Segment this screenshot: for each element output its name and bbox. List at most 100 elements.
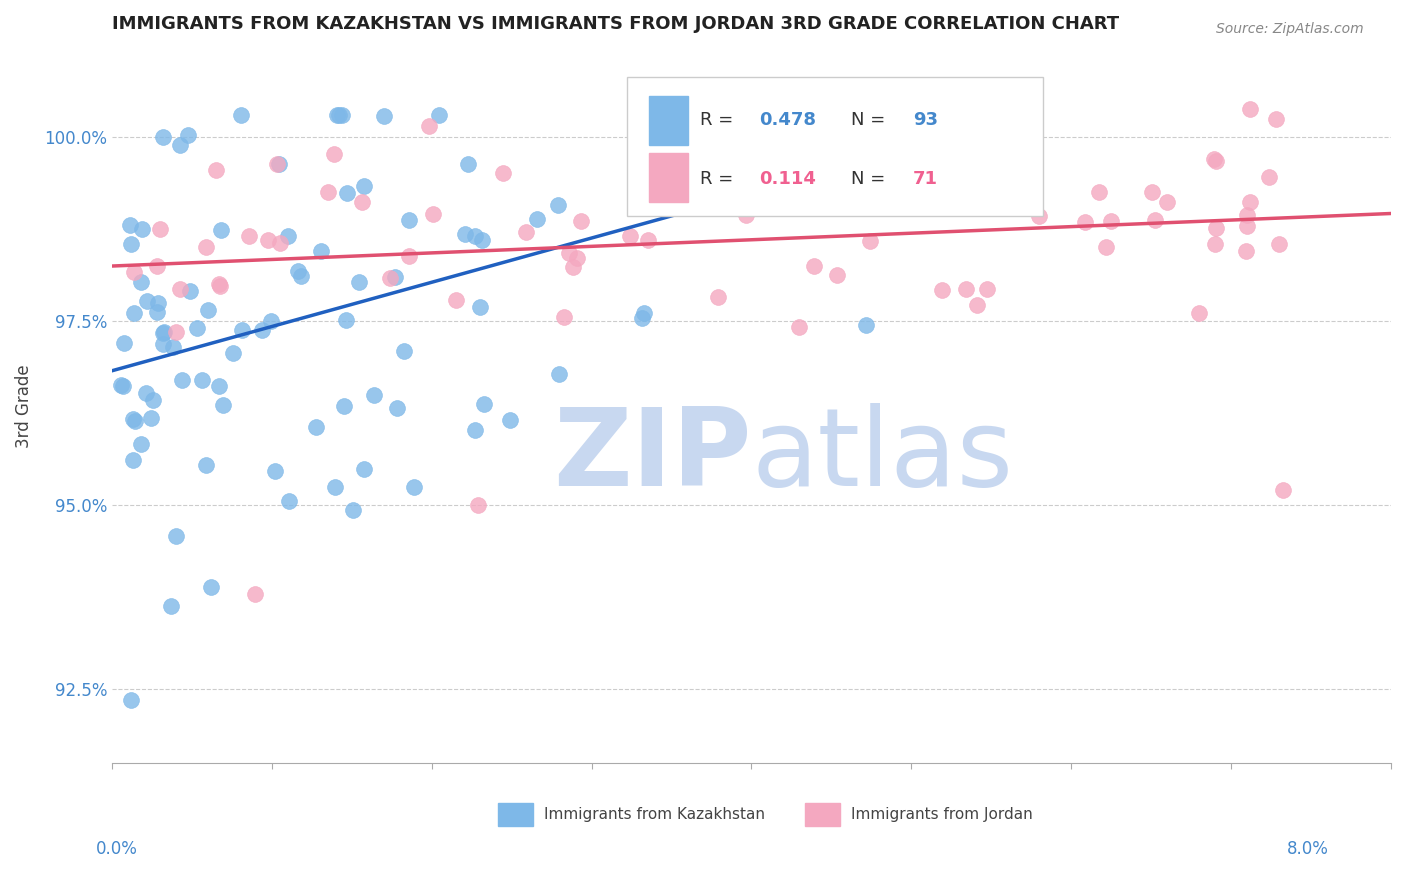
Point <box>245 586 267 600</box>
Point <box>124 306 146 320</box>
Point <box>208 277 231 292</box>
Y-axis label: 3rd Grade: 3rd Grade <box>15 364 32 448</box>
Point <box>803 259 825 273</box>
Text: R =: R = <box>700 169 740 187</box>
Point <box>966 298 988 312</box>
Point <box>845 128 868 143</box>
Point <box>186 321 208 335</box>
Point <box>1095 240 1118 254</box>
Point <box>1239 194 1261 209</box>
Point <box>165 325 187 339</box>
Point <box>1239 102 1261 116</box>
Point <box>191 373 214 387</box>
Point <box>195 240 218 254</box>
Point <box>1268 236 1291 251</box>
Point <box>547 198 569 212</box>
Point <box>1264 112 1286 127</box>
Point <box>689 114 711 128</box>
Text: R =: R = <box>700 111 740 129</box>
Point <box>786 108 808 122</box>
Point <box>112 379 135 393</box>
Point <box>472 397 495 411</box>
Text: IMMIGRANTS FROM KAZAKHSTAN VS IMMIGRANTS FROM JORDAN 3RD GRADE CORRELATION CHART: IMMIGRANTS FROM KAZAKHSTAN VS IMMIGRANTS… <box>112 15 1119 33</box>
Point <box>454 227 477 241</box>
Point <box>648 139 671 153</box>
Point <box>1257 170 1279 185</box>
Point <box>146 259 169 273</box>
Point <box>146 295 169 310</box>
Point <box>200 580 222 594</box>
Point <box>160 599 183 614</box>
Point <box>120 693 142 707</box>
Point <box>380 271 402 285</box>
Point <box>169 137 191 152</box>
Point <box>278 493 301 508</box>
Point <box>630 311 652 326</box>
Point <box>557 245 579 260</box>
Point <box>1234 244 1257 258</box>
Point <box>1272 483 1295 498</box>
Point <box>323 147 346 161</box>
Point <box>827 268 849 283</box>
Point <box>457 157 479 171</box>
Text: 0.0%: 0.0% <box>96 840 138 858</box>
Point <box>1236 219 1258 234</box>
Text: 71: 71 <box>912 169 938 187</box>
Point <box>135 294 157 309</box>
Point <box>118 218 141 232</box>
Point <box>152 130 174 145</box>
Point <box>633 306 655 320</box>
Text: Source: ZipAtlas.com: Source: ZipAtlas.com <box>1216 22 1364 37</box>
Point <box>1140 186 1163 200</box>
Point <box>342 503 364 517</box>
FancyBboxPatch shape <box>627 77 1043 217</box>
Text: N =: N = <box>851 111 891 129</box>
Point <box>318 185 340 199</box>
Point <box>260 314 283 328</box>
Point <box>152 337 174 351</box>
Point <box>166 528 188 542</box>
Point <box>418 119 440 133</box>
Point <box>326 108 349 122</box>
Point <box>1236 208 1258 222</box>
Bar <box>650 153 688 202</box>
Point <box>792 108 814 122</box>
Point <box>787 320 810 334</box>
Point <box>422 207 444 221</box>
Text: ZIP: ZIP <box>553 403 751 508</box>
Point <box>309 244 332 259</box>
Point <box>323 480 346 494</box>
Point <box>208 278 231 293</box>
Point <box>122 452 145 467</box>
Point <box>976 282 998 296</box>
Point <box>129 436 152 450</box>
Point <box>152 326 174 340</box>
Point <box>464 228 486 243</box>
Bar <box>498 803 533 826</box>
Point <box>789 182 811 196</box>
Point <box>139 411 162 425</box>
Point <box>149 222 172 236</box>
Point <box>347 275 370 289</box>
Point <box>146 305 169 319</box>
Point <box>734 208 756 222</box>
Point <box>169 281 191 295</box>
Point <box>264 465 287 479</box>
Point <box>859 234 882 248</box>
Point <box>336 186 359 201</box>
Point <box>112 336 135 351</box>
Point <box>208 379 231 393</box>
Point <box>222 345 245 359</box>
Point <box>162 340 184 354</box>
Point <box>350 194 373 209</box>
Point <box>955 282 977 296</box>
Point <box>876 148 898 162</box>
Point <box>1188 306 1211 320</box>
Point <box>1204 237 1226 252</box>
Point <box>122 412 145 426</box>
Text: 0.114: 0.114 <box>759 169 815 187</box>
Point <box>1156 194 1178 209</box>
Point <box>269 157 291 171</box>
Point <box>1205 153 1227 168</box>
Point <box>256 233 278 247</box>
